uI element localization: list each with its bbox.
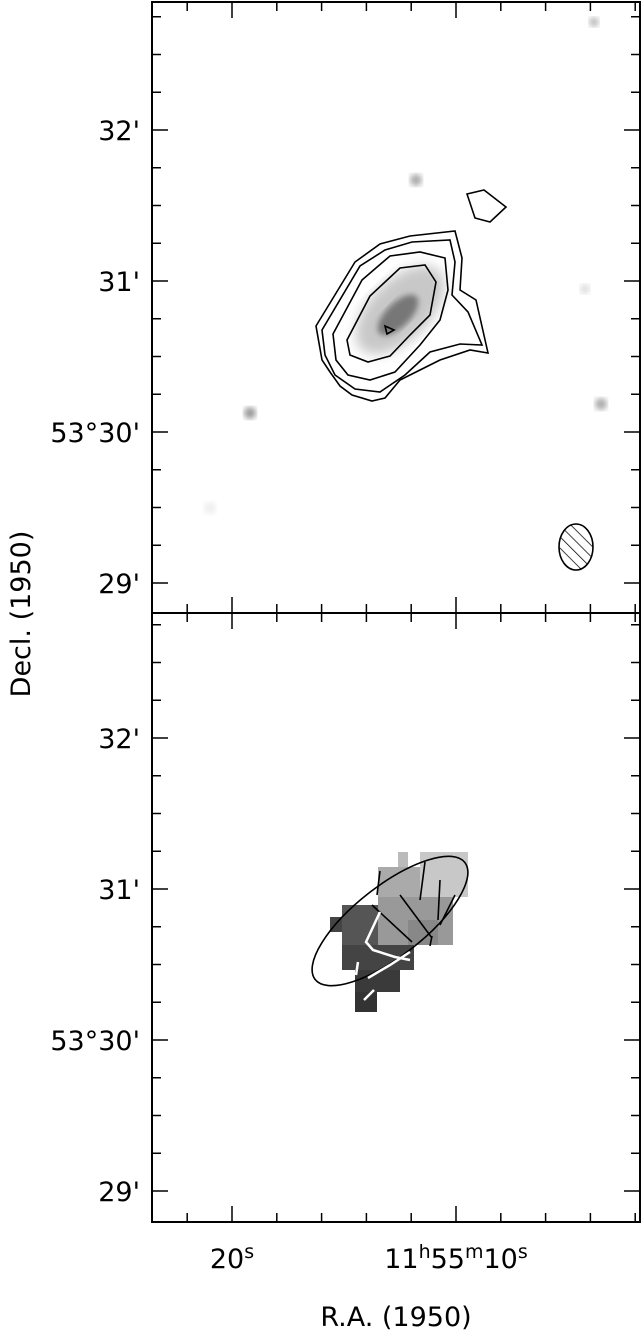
x-tick-label-part: 20 xyxy=(210,1244,244,1275)
x-tick-label-part: 10 xyxy=(484,1244,518,1275)
x-tick-label-part: 11 xyxy=(384,1244,418,1275)
x-tick-label-part: m xyxy=(465,1241,484,1263)
y-tick-label: 29' xyxy=(98,569,140,600)
y-tick-label: 32' xyxy=(98,724,140,755)
y-tick-label: 31' xyxy=(98,875,140,906)
panel-frame xyxy=(151,612,641,1223)
x-tick-label-part: 55 xyxy=(431,1244,465,1275)
y-axis-label: Decl. (1950) xyxy=(6,531,37,698)
y-tick-label: 53°30' xyxy=(50,1026,140,1057)
y-tick-label: 29' xyxy=(98,1177,140,1208)
x-tick-label-part: s xyxy=(518,1241,528,1263)
x-tick-label-part: s xyxy=(244,1241,254,1263)
x-tick-label-part: h xyxy=(419,1241,431,1263)
optical-image xyxy=(204,17,607,571)
x-tick-label: 20s xyxy=(210,1241,254,1275)
y-tick-label: 53°30' xyxy=(50,418,140,449)
ticks xyxy=(152,2,640,1222)
y-tick-label: 32' xyxy=(98,116,140,147)
x-tick-label: 11h55m10s xyxy=(384,1241,528,1275)
y-tick-label: 31' xyxy=(98,267,140,298)
velocity-field xyxy=(311,852,469,1012)
x-axis-label: R.A. (1950) xyxy=(320,1302,471,1333)
